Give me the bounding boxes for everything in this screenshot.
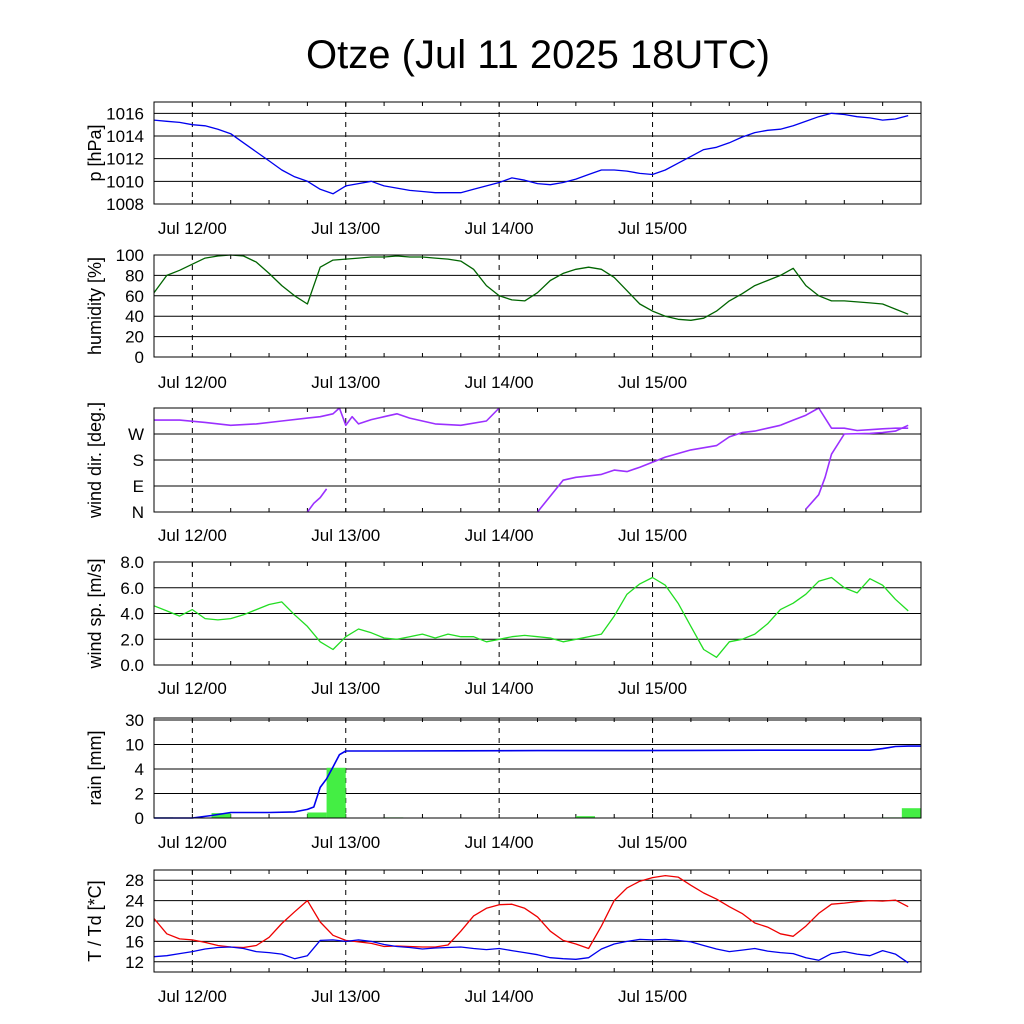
y-tick-label: 20 [125,328,144,347]
x-tick-label: Jul 13/00 [311,219,380,238]
y-tick-label: 12 [125,953,144,972]
x-tick-label: Jul 15/00 [618,833,687,852]
x-tick-label: Jul 15/00 [618,219,687,238]
x-tick-label: Jul 14/00 [465,833,534,852]
y-tick-label: 0 [135,809,144,828]
y-tick-label: 28 [125,871,144,890]
y-tick-label: 4.0 [120,605,144,624]
x-tick-label: Jul 12/00 [158,833,227,852]
y-tick-label: 0 [135,348,144,367]
y-tick-label: 1010 [106,172,144,191]
wind-direction-trace [536,424,781,513]
x-tick-label: Jul 15/00 [618,679,687,698]
x-tick-label: Jul 13/00 [311,833,380,852]
x-tick-label: Jul 13/00 [311,526,380,545]
y-tick-label: 4 [135,760,144,779]
x-tick-label: Jul 12/00 [158,679,227,698]
data-line [153,576,909,658]
panel-4: 0.0 2.0 4.0 6.0 8.0 wind sp. [m/s] Jul 12/00 Ju… [85,553,922,698]
x-tick-label: Jul 14/00 [465,987,534,1006]
panel-frame [153,254,922,358]
y-tick-label: 24 [125,892,144,911]
y-tick-label: 1014 [106,127,144,146]
y-tick-label: 60 [125,287,144,306]
wind-direction-trace [338,407,500,427]
y-tick-label: 16 [125,932,144,951]
x-tick-label: Jul 13/00 [311,373,380,392]
y-tick-label: W [128,425,144,444]
temperature-line [153,874,909,950]
y-axis-label: wind dir. [deg.] [85,402,105,519]
y-tick-label: 2 [135,785,144,804]
y-tick-label: 2.0 [120,630,144,649]
data-line [153,112,909,195]
rain-bar [211,813,231,818]
y-tick-label: 10 [125,736,144,755]
x-tick-label: Jul 13/00 [311,987,380,1006]
x-tick-label: Jul 12/00 [158,526,227,545]
y-tick-label: S [133,451,144,470]
x-tick-label: Jul 12/00 [158,373,227,392]
x-tick-label: Jul 14/00 [465,679,534,698]
y-tick-label: 1008 [106,195,144,214]
panel-5: 0 2 4 10 30 rain [mm] Jul 12/00 Jul 13/00 Jul 14… [85,711,922,852]
y-tick-label: 30 [125,711,144,730]
y-axis-label: rain [mm] [85,730,105,805]
wind-direction-trace [780,407,909,432]
y-tick-label: 100 [116,246,144,265]
x-tick-label: Jul 12/00 [158,987,227,1006]
y-tick-label: 80 [125,266,144,285]
y-axis-label: wind sp. [m/s] [85,558,105,669]
y-axis-label: p [hPa] [85,124,105,181]
panel-frame [153,717,922,819]
dewpoint-line [153,938,909,964]
y-tick-label: 1012 [106,150,144,169]
x-tick-label: Jul 15/00 [618,373,687,392]
y-tick-label: 6.0 [120,579,144,598]
rain-bar [307,812,327,818]
wind-direction-trace [805,424,909,510]
x-tick-label: Jul 15/00 [618,526,687,545]
panel-frame [153,101,922,205]
y-tick-label: 8.0 [120,553,144,572]
chart-title: Otze (Jul 11 2025 18UTC) [306,33,770,77]
y-tick-label: 0.0 [120,656,144,675]
y-axis-label: T / Td [*C] [85,880,105,961]
rain-bar [901,808,921,818]
y-axis-label: humidity [%] [85,257,105,355]
y-tick-label: 40 [125,307,144,326]
rain-bar [326,767,346,818]
x-tick-label: Jul 15/00 [618,987,687,1006]
panel-frame [153,407,922,513]
panel-frame [153,561,922,666]
panel-frame [153,869,922,973]
x-tick-label: Jul 14/00 [465,526,534,545]
wind-direction-trace [306,488,328,513]
y-tick-label: 1016 [106,104,144,123]
rain-cumulative-line [154,745,921,819]
x-tick-label: Jul 14/00 [465,219,534,238]
rain-bar [575,816,596,818]
data-line [153,254,909,321]
y-tick-label: N [132,503,144,522]
x-tick-label: Jul 14/00 [465,373,534,392]
y-tick-label: 20 [125,912,144,931]
x-tick-label: Jul 13/00 [311,679,380,698]
x-tick-label: Jul 12/00 [158,219,227,238]
wind-direction-trace [154,407,340,427]
y-tick-label: E [133,477,144,496]
